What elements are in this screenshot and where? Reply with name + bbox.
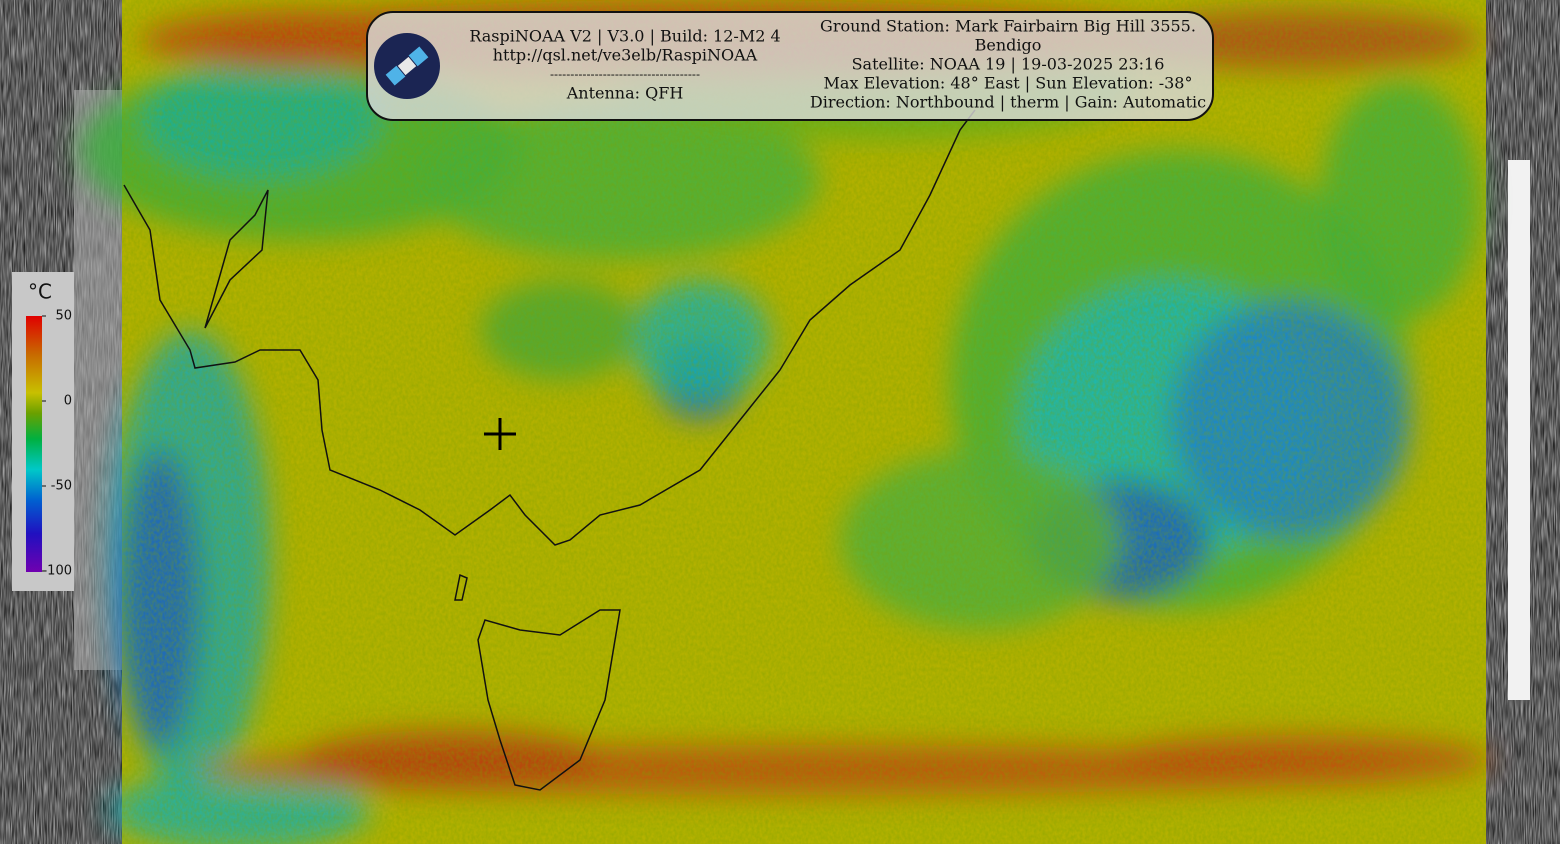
coastline <box>123 109 976 791</box>
color-bar <box>26 316 42 572</box>
legend-unit: °C <box>28 280 52 304</box>
peninsula <box>204 189 269 329</box>
legend-panel <box>12 272 74 591</box>
separator: ------------------------------------- <box>550 68 700 82</box>
image-texture <box>122 0 1486 844</box>
legend-tick-label: -50 <box>51 479 72 494</box>
logo-body <box>397 56 417 76</box>
url: http://qsl.net/ve3elb/RaspiNOAA <box>493 46 758 65</box>
legend-tick-label: -100 <box>42 564 72 579</box>
direction: Direction: Northbound | therm | Gain: Au… <box>810 93 1206 112</box>
tasmania <box>477 609 621 791</box>
crosshair <box>484 418 516 450</box>
legend-tick-label: 0 <box>64 394 72 409</box>
legend: °C 50 0 -50 -100 <box>12 272 74 591</box>
station: Ground Station: Mark Fairbairn Big Hill … <box>820 17 1196 36</box>
island <box>454 573 468 601</box>
software: RaspiNOAA V2 | V3.0 | Build: 12-M2 4 <box>469 27 780 46</box>
mainland-coast <box>123 109 976 546</box>
station-city: Bendigo <box>975 36 1042 55</box>
elevation: Max Elevation: 48° East | Sun Elevation:… <box>824 74 1193 93</box>
telemetry-wedge <box>1508 160 1530 700</box>
satellite: Satellite: NOAA 19 | 19-03-2025 23:16 <box>852 55 1165 74</box>
logo-panel <box>408 46 429 67</box>
legend-tick-label: 50 <box>55 309 72 324</box>
logo-panel <box>385 65 406 86</box>
header-panel <box>366 11 1214 121</box>
logo-satellite <box>385 46 429 86</box>
antenna: Antenna: QFH <box>566 84 684 103</box>
